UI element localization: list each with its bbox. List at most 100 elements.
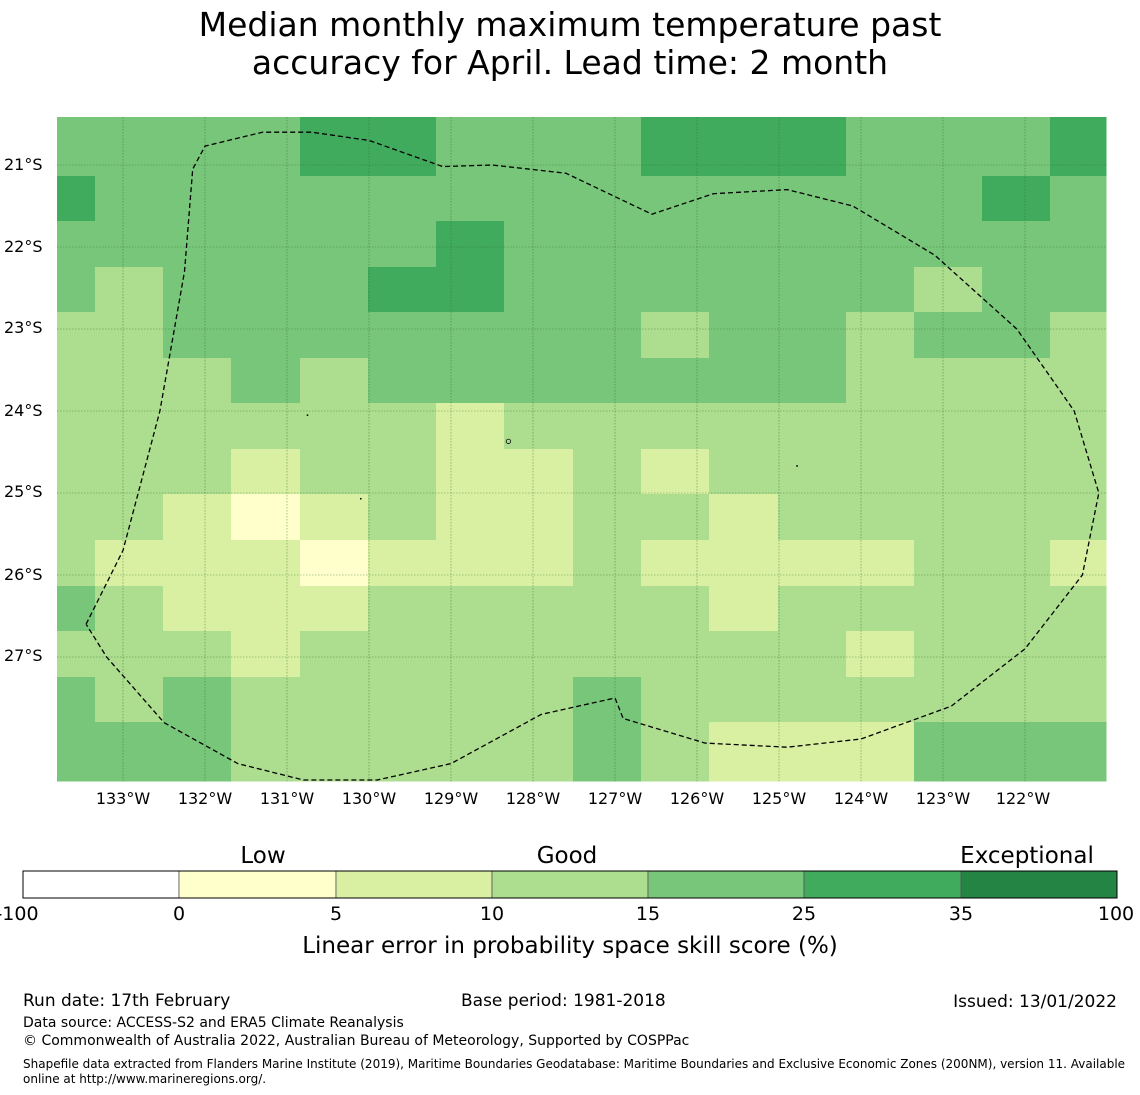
grid-cell [573,312,642,359]
lon-label: 127°W [587,789,643,808]
grid-cell [57,768,96,782]
grid-cell [300,677,369,723]
grid-cell [57,221,96,268]
grid-cell [982,768,1051,782]
lon-label: 129°W [423,789,479,808]
grid-cell [368,267,437,313]
grid-cell [709,176,779,222]
grid-cell [709,494,779,541]
grid-cell [163,117,232,131]
colorbar-segment [803,870,962,899]
grid-cell [504,540,574,587]
grid-cell [95,312,164,359]
run-date: Run date: 17th February [23,991,231,1011]
grid-cell [231,117,301,131]
grid-cell [95,540,164,587]
grid-cell [436,677,505,723]
grid-cell [641,312,710,359]
grid-cell [1050,540,1107,587]
grid-cell [504,312,574,359]
grid-cell [231,722,301,769]
island-marker [359,497,362,500]
grid-cell [914,176,983,222]
shapefile-credit-line1: Shapefile data extracted from Flanders M… [23,1057,1126,1071]
grid-cell [368,176,437,222]
grid-cell [982,403,1051,450]
grid-cell [709,358,779,404]
grid-cell [504,586,574,632]
grid-cell [300,267,369,313]
grid-cell [709,312,779,359]
grid-cell [573,117,642,131]
grid-cell [504,358,574,404]
grid-cell [95,631,164,678]
grid-cell [982,677,1051,723]
grid-cell [300,358,369,404]
grid-cell [573,540,642,587]
grid-cell [57,117,96,131]
grid-cell [1050,631,1107,678]
grid-cell [504,267,574,313]
grid-cell [846,221,915,268]
grid-cell [982,358,1051,404]
grid-cell [573,358,642,404]
grid-cell [300,449,369,495]
grid-cell [1050,768,1107,782]
grid-cell [846,449,915,495]
grid-cell [914,117,983,131]
grid-cell [573,221,642,268]
grid-cell [163,358,232,404]
lon-label: 131°W [259,789,315,808]
grid-cell [1050,586,1107,632]
grid-cell [1050,267,1107,313]
lon-label: 126°W [669,789,725,808]
shapefile-credit-line2: online at http://www.marineregions.org/. [23,1072,267,1086]
colorbar-segment [178,870,337,899]
grid-cell [436,403,505,450]
island-marker [306,414,309,416]
grid-cell [163,586,232,632]
colorbar-segment [491,870,649,899]
grid-cell [573,130,642,177]
grid-cell [573,677,642,723]
grid-cell [436,358,505,404]
grid-cell [914,540,983,587]
grid-cell [1050,176,1107,222]
grid-cell [504,221,574,268]
lon-label: 122°W [995,789,1051,808]
grid-cell [368,631,437,678]
grid-cell [300,130,369,177]
grid-cell [641,403,710,450]
grid-cell [982,586,1051,632]
grid-cell [368,494,437,541]
grid-cell [504,403,574,450]
grid-cell [573,631,642,678]
grid-cell [709,403,779,450]
grid-cell [778,130,847,177]
grid-cell [982,312,1051,359]
grid-cell [709,267,779,313]
lon-label: 132°W [177,789,233,808]
grid-cell [846,312,915,359]
grid-cell [436,540,505,587]
grid-cell [846,768,915,782]
grid-cell [300,312,369,359]
grid-cell [95,677,164,723]
grid-cell [57,540,96,587]
base-period: Base period: 1981-2018 [461,991,666,1011]
grid-cell [846,358,915,404]
grid-cell [641,117,710,131]
grid-cell [436,267,505,313]
grid-cell [300,768,369,782]
grid-cell [778,540,847,587]
grid-cell [573,267,642,313]
grid-cell [982,540,1051,587]
colorbar-segment [647,870,805,899]
grid-cell [368,358,437,404]
lon-label: 125°W [751,789,807,808]
grid-cell [504,768,574,782]
grid-cell [300,540,369,587]
grid-cell [641,677,710,723]
grid-cell [163,722,232,769]
grid-cell [231,358,301,404]
